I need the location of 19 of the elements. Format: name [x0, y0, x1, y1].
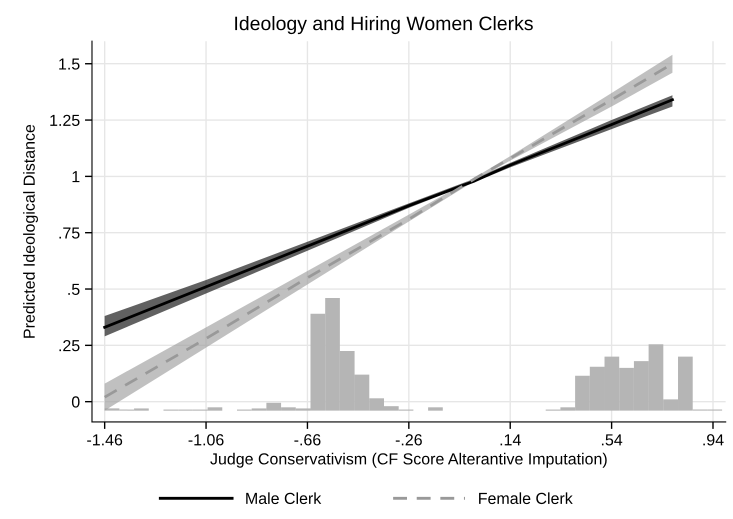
y-tick-label: 1: [72, 171, 80, 182]
y-tick-label: 0: [72, 396, 80, 408]
y-tick-label: .75: [59, 228, 80, 239]
x-tick-label: .94: [703, 434, 724, 446]
x-axis-title: Judge Conservativism (CF Score Alterantive Imputation): [210, 452, 607, 468]
legend-label: Female Clerk: [479, 492, 573, 504]
y-tick-label: .5: [68, 284, 80, 295]
legend-label: Male Clerk: [246, 492, 322, 504]
y-tick-label: 1.5: [59, 58, 80, 70]
y-axis-title: Predicted Ideological Distance: [23, 124, 38, 338]
x-tick-label: -1.46: [87, 434, 122, 446]
y-tick-label: .25: [59, 340, 80, 352]
chart-title: Ideology and Hiring Women Clerks: [235, 16, 533, 34]
x-tick-label: -1.06: [188, 434, 224, 446]
x-tick-label: -.66: [294, 434, 321, 446]
y-tick-label: 1.25: [50, 114, 80, 126]
x-tick-label: -.26: [396, 434, 422, 446]
x-tick-label: .14: [500, 434, 521, 446]
x-tick-label: .54: [602, 434, 622, 446]
